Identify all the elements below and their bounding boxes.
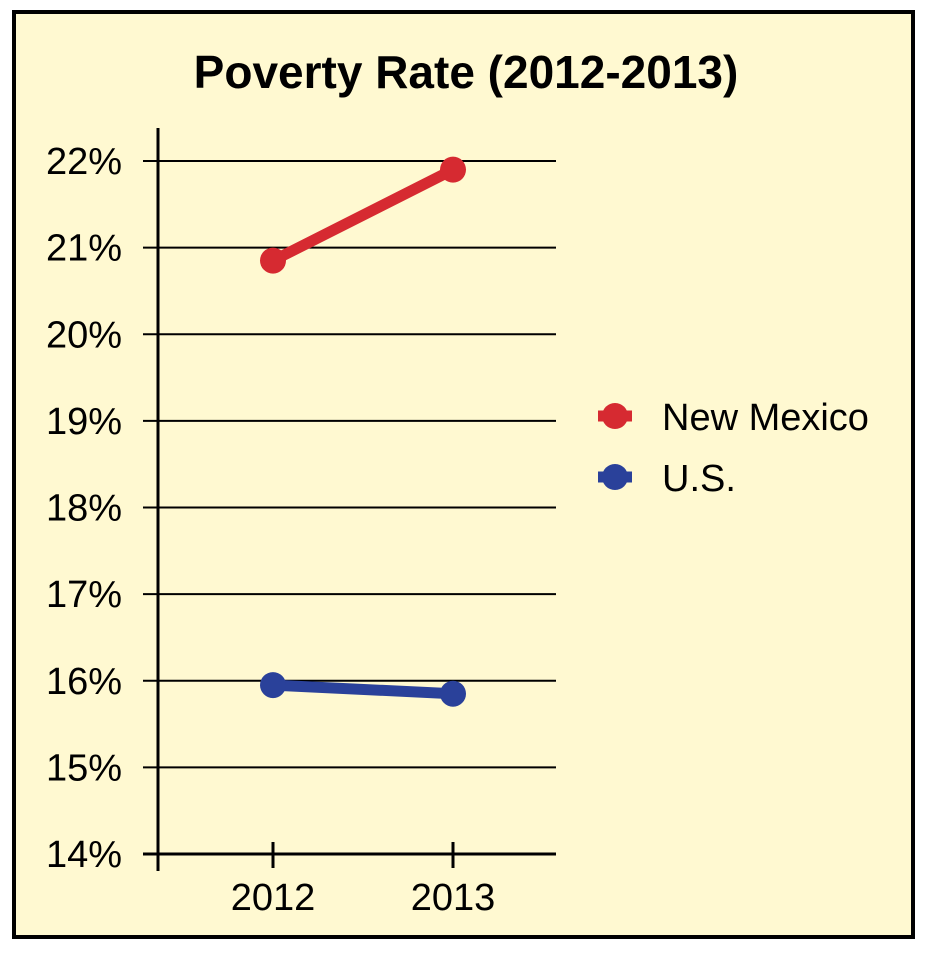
series-line [267,164,459,267]
legend-item: U.S. [598,458,736,500]
data-point [440,680,466,707]
y-tick-label: 17% [46,574,122,616]
series-new-mexico [260,156,466,274]
y-tick-label: 18% [46,488,122,530]
x-tick-label: 2013 [411,877,496,919]
y-tick-label: 21% [46,228,122,270]
y-tick-label: 15% [46,747,122,789]
series-line [267,679,459,700]
x-tick-label: 2012 [231,877,316,919]
legend-swatch-marker [602,403,628,429]
y-tick-label: 19% [46,401,122,443]
data-point [260,247,286,274]
x-axis-tick-labels: 2012 2013 [231,877,496,919]
legend-label: New Mexico [662,397,869,439]
legend-item: New Mexico [598,397,869,439]
y-tick-label: 14% [46,834,122,876]
legend-swatch-marker [602,464,628,490]
series [260,156,466,707]
axes [143,128,556,871]
y-axis-tick-labels: 22% 21% 20% 19% 18% 17% 16% 15% 14% [46,141,122,876]
legend: New Mexico U.S. [598,397,869,500]
y-tick-label: 22% [46,141,122,183]
series-u-s [260,672,466,707]
data-point [260,672,286,699]
y-tick-label: 20% [46,314,122,356]
legend-label: U.S. [662,458,736,500]
gridlines [143,160,556,769]
chart-background [12,10,915,939]
chart-title: Poverty Rate (2012-2013) [194,46,739,98]
data-point [440,156,466,183]
y-tick-label: 16% [46,661,122,703]
